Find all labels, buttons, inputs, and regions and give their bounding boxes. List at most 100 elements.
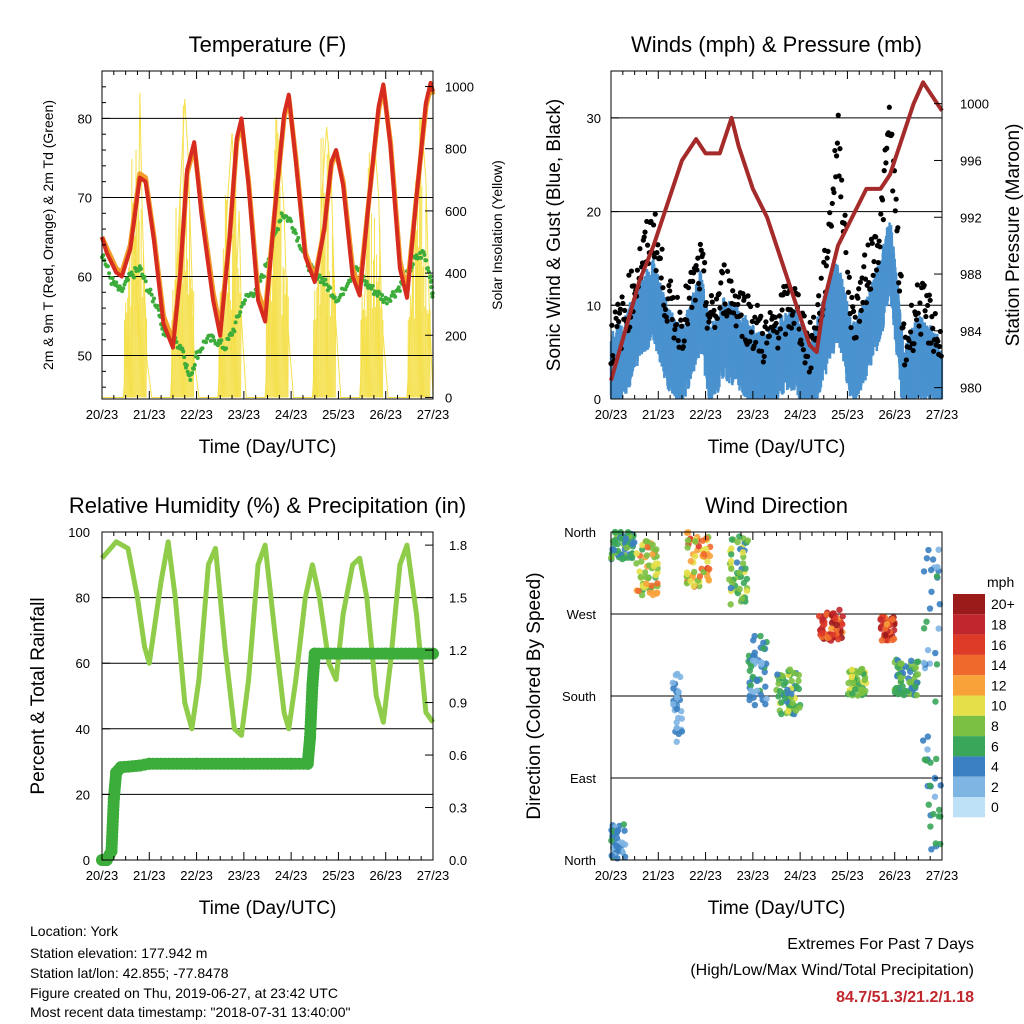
gust-point [614,323,620,330]
gust-point [620,300,626,307]
direction-point [692,552,699,560]
direction-point [779,672,786,680]
x-tick-label: 22/23 [180,868,213,883]
x-tick-label: 21/23 [133,868,166,883]
dewpoint-point [208,338,213,343]
x-tick-label: 26/23 [369,868,402,883]
gust-point [852,314,858,320]
y-tick-label: 20 [76,787,90,802]
direction-point [762,683,769,690]
direction-point [652,572,660,579]
direction-point [641,569,649,576]
direction-point [937,782,944,789]
gust-point [842,212,848,218]
direction-point [733,559,741,566]
gust-point [775,345,781,351]
gust-point [876,238,882,244]
direction-point [752,657,759,665]
dewpoint-point [239,304,244,309]
gust-point [672,326,678,333]
gust-point [696,280,702,287]
gust-point [923,313,929,320]
gust-point [938,353,944,359]
gust-point [713,296,720,302]
gust-point [832,147,838,154]
gust-point [889,131,895,137]
direction-point [614,540,622,548]
direction-point [921,756,929,763]
direction-point [673,694,681,701]
dewpoint-point [393,294,398,299]
gust-point [875,259,881,266]
gust-point [834,140,841,146]
x-tick-label: 26/23 [878,407,911,422]
gust-point [689,304,695,310]
x-tick-label: 27/23 [926,407,959,422]
direction-point [878,637,886,644]
dewpoint-point [430,294,435,299]
dewpoint-point [345,281,350,286]
direction-point [912,664,919,671]
y2-tick-label: 1000 [445,80,474,95]
gust-point [833,153,840,159]
rh-series [100,539,436,738]
gust-point [670,294,676,301]
direction-point [687,557,695,565]
gust-point [916,323,922,329]
direction-point [613,828,621,836]
gust-point [850,304,856,310]
dewpoint-point [388,298,393,303]
direction-point [778,699,785,706]
gust-point [704,325,710,331]
direction-point [673,719,680,726]
gust-point [896,288,903,294]
colorbar-swatch [953,675,985,696]
direction-point [788,677,795,685]
gust-point [810,314,817,320]
x-tick-label: 24/23 [275,407,308,422]
y2-tick-label: 600 [445,204,467,219]
y2-tick-label: 0.0 [449,853,467,868]
x-tick-label: 21/23 [133,407,166,422]
x-tick-label: 20/23 [86,868,119,883]
gust-point [692,297,698,303]
gust-point [658,275,664,281]
direction-point [633,560,640,567]
y2-axis-label: Solar Insolation (Yellow) [489,160,505,310]
direction-point [919,737,927,744]
direction-point [644,544,651,551]
gust-point [801,313,807,319]
gust-point [761,353,767,360]
dewpoint-point [211,334,216,339]
chart-title: Relative Humidity (%) & Precipitation (i… [69,493,466,518]
direction-point [728,551,735,558]
direction-point [835,636,842,643]
gust-point [849,294,855,301]
gust-point [652,211,658,217]
y2-axis-label: Station Pressure (Maroon) [1003,124,1024,347]
dewpoint-point [341,292,346,297]
direction-point [673,724,681,732]
dewpoint-point [105,264,110,269]
gust-point [693,263,699,269]
gust-point [857,279,863,285]
direction-point [920,625,928,632]
elevation-label: Station elevation: 177.942 m [30,945,208,961]
y-tick-label: 30 [587,111,601,126]
x-tick-label: 20/23 [595,868,628,883]
gust-point [659,246,665,252]
gust-point [708,293,715,299]
colorbar-swatch [953,756,985,777]
direction-point [751,649,758,656]
gust-point [712,324,718,330]
direction-point [784,689,791,697]
gust-point [911,341,917,347]
y-tick-label: 100 [68,525,90,540]
direction-point [690,582,697,590]
gust-point [714,315,720,322]
direction-point [644,575,652,582]
dewpoint-point [292,228,297,233]
direction-point [848,673,856,681]
gust-point [815,302,821,308]
x-axis-label: Time (Day/UTC) [708,437,846,458]
